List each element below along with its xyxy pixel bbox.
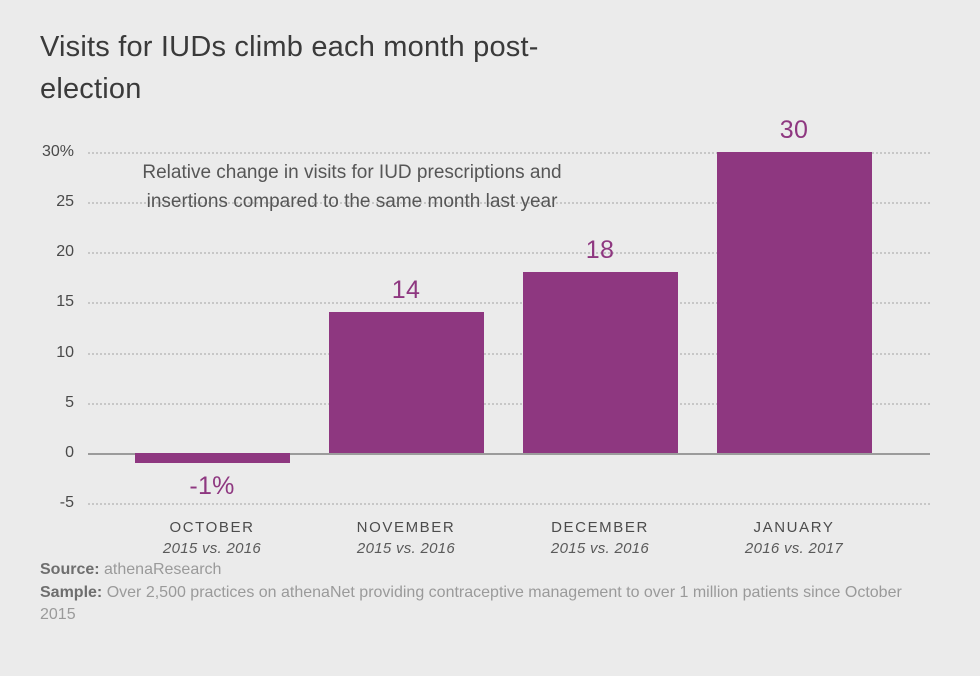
chart-annotation: Relative change in visits for IUD prescr… [142, 162, 562, 213]
source-value: athenaResearch [104, 561, 222, 578]
gridline [88, 503, 930, 505]
sample-line: Sample: Over 2,500 practices on athenaNe… [40, 582, 920, 626]
x-category-label: NOVEMBER [356, 519, 456, 536]
source-label: Source: [40, 561, 100, 578]
chart-footer: Source: athenaResearch Sample: Over 2,50… [40, 559, 920, 626]
bar-november [328, 312, 484, 453]
y-tick-label: 10 [56, 343, 74, 361]
gridline [88, 152, 930, 154]
gridline [88, 352, 930, 355]
x-label-group: DECEMBER 2015 vs. 2016 [505, 519, 695, 557]
x-label-group: OCTOBER 2015 vs. 2016 [117, 519, 307, 557]
y-tick-label: 20 [56, 243, 74, 261]
source-line: Source: athenaResearch [40, 559, 920, 581]
x-period-label: 2015 vs. 2016 [162, 540, 262, 557]
x-label-group: NOVEMBER 2015 vs. 2016 [311, 519, 501, 557]
y-tick-label: 5 [65, 393, 74, 411]
x-period-label: 2015 vs. 2016 [550, 540, 650, 557]
x-category-label: OCTOBER [169, 519, 255, 536]
x-category-label: DECEMBER [551, 519, 649, 536]
zero-axis-line [88, 452, 930, 455]
bar-value-label: -1% [189, 471, 235, 500]
sample-value: Over 2,500 practices on athenaNet provid… [40, 584, 902, 623]
y-tick-label: -5 [59, 494, 74, 511]
x-category-label: JANUARY [753, 519, 835, 536]
y-tick-label: 30% [41, 143, 74, 160]
bar-october [134, 452, 290, 463]
bar-value-label: 30 [779, 116, 809, 144]
gridline [88, 252, 930, 255]
bar-december [522, 272, 678, 453]
gridline [88, 202, 930, 205]
chart-title: Visits for IUDs climb each month post-el… [40, 31, 539, 105]
bar-value-label: 14 [391, 276, 421, 305]
y-tick-label: 15 [56, 293, 74, 311]
y-tick-label: 0 [65, 443, 74, 461]
gridline [88, 302, 930, 305]
y-tick-label: 25 [56, 193, 74, 211]
bar-value-label: 18 [585, 236, 615, 265]
x-label-group: JANUARY 2016 vs. 2017 [699, 519, 889, 557]
x-period-label: 2015 vs. 2016 [356, 540, 456, 557]
x-period-label: 2016 vs. 2017 [744, 540, 844, 557]
bar-january [716, 152, 872, 453]
sample-label: Sample: [40, 584, 103, 601]
plot-area: 30% 25 20 15 10 5 0 -5 Relative change in visit… [42, 116, 930, 557]
gridline [88, 402, 930, 405]
